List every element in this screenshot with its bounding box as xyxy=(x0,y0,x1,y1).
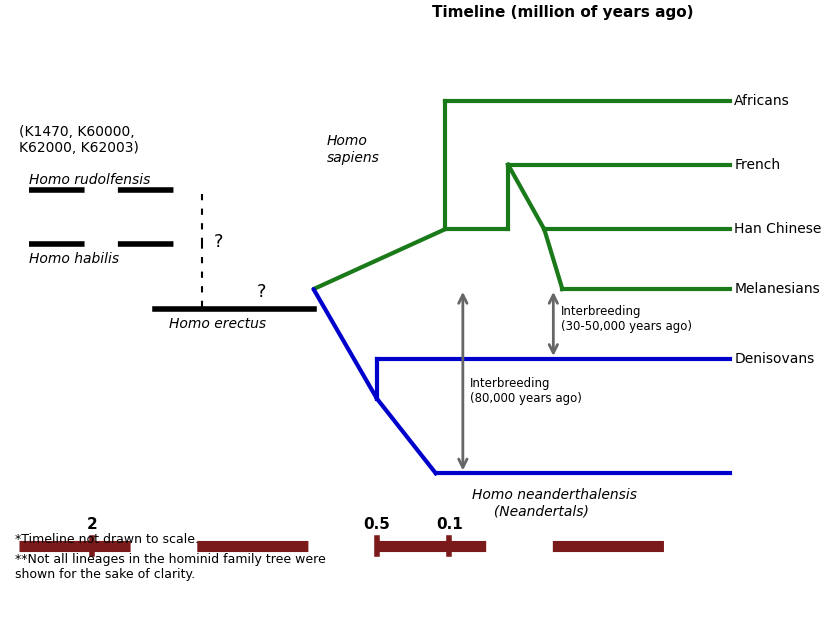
Text: Homo habilis: Homo habilis xyxy=(29,253,119,266)
Text: 2: 2 xyxy=(87,517,97,532)
Text: Melanesians: Melanesians xyxy=(734,282,820,296)
Text: *Timeline not drawn to scale.: *Timeline not drawn to scale. xyxy=(15,533,199,546)
Text: Homo
sapiens: Homo sapiens xyxy=(328,134,380,165)
Text: (K1470, K60000,
K62000, K62003): (K1470, K60000, K62000, K62003) xyxy=(20,125,139,155)
Text: Homo rudolfensis: Homo rudolfensis xyxy=(29,173,150,186)
Text: Africans: Africans xyxy=(734,94,790,108)
Text: Homo neanderthalensis
     (Neandertals): Homo neanderthalensis (Neandertals) xyxy=(472,488,637,518)
Text: Timeline (million of years ago): Timeline (million of years ago) xyxy=(431,6,693,20)
Text: ?: ? xyxy=(257,283,266,301)
Text: Interbreeding
(30-50,000 years ago): Interbreeding (30-50,000 years ago) xyxy=(560,305,691,333)
Text: Denisovans: Denisovans xyxy=(734,352,814,366)
Text: 0.1: 0.1 xyxy=(436,517,463,532)
Text: **Not all lineages in the hominid family tree were
shown for the sake of clarity: **Not all lineages in the hominid family… xyxy=(15,553,326,581)
Text: Han Chinese: Han Chinese xyxy=(734,222,822,236)
Text: French: French xyxy=(734,158,780,171)
Text: Homo erectus: Homo erectus xyxy=(169,317,266,331)
Text: Interbreeding
(80,000 years ago): Interbreeding (80,000 years ago) xyxy=(470,377,582,405)
Text: 0.5: 0.5 xyxy=(364,517,390,532)
Text: ?: ? xyxy=(214,233,224,251)
